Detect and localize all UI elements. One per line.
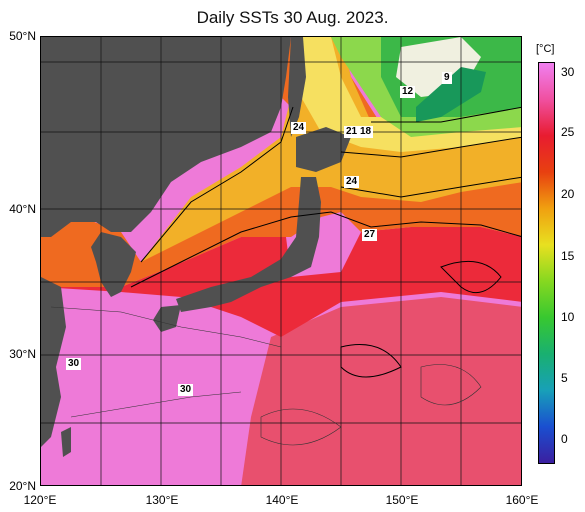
colorbar-tick-25: 25 <box>561 125 575 139</box>
sst-map-graphic <box>41 37 521 485</box>
lon-label-160e: 160°E <box>505 493 539 507</box>
lon-label-130e: 130°E <box>145 493 179 507</box>
thin-contours <box>50 306 482 446</box>
contour-label-30-west: 30 <box>66 358 82 370</box>
contour-label-9: 9 <box>442 72 452 84</box>
contour-label-24-north: 24 <box>291 122 307 134</box>
honshu-land <box>176 177 321 312</box>
colorbar-tick-0: 0 <box>561 432 568 446</box>
sst-map <box>40 36 522 486</box>
contour-label-27: 27 <box>362 229 378 241</box>
isotherm-contours <box>130 106 521 378</box>
lat-label-20n: 20°N <box>9 479 36 493</box>
lon-label-150e: 150°E <box>385 493 419 507</box>
lat-label-40n: 40°N <box>9 202 36 216</box>
coldest-core <box>416 67 486 122</box>
southeast-warm-patch <box>241 297 521 485</box>
lon-label-120e: 120°E <box>23 493 57 507</box>
hokkaido-land <box>296 127 351 172</box>
colorbar-tick-30: 30 <box>561 65 575 79</box>
colorbar-tick-20: 20 <box>561 187 575 201</box>
colorbar-tick-5: 5 <box>561 371 568 385</box>
contour-label-24-east: 24 <box>344 176 360 188</box>
asian-continent-land <box>41 37 291 237</box>
lat-label-30n: 30°N <box>9 347 36 361</box>
contour-label-18: 18 <box>358 126 374 138</box>
colorbar <box>538 62 555 464</box>
colorbar-tick-10: 10 <box>561 310 575 324</box>
map-title: Daily SSTs 30 Aug. 2023. <box>196 8 389 27</box>
china-coast-land <box>41 277 66 447</box>
contour-label-30-south: 30 <box>178 384 194 396</box>
lon-label-140e: 140°E <box>265 493 299 507</box>
contour-label-21: 21 <box>344 126 360 138</box>
korean-peninsula-land <box>91 232 136 297</box>
taiwan-land <box>61 427 71 457</box>
lat-label-50n: 50°N <box>9 29 36 43</box>
colorbar-tick-15: 15 <box>561 249 575 263</box>
colorbar-unit: [°C] <box>536 43 555 55</box>
contour-label-12: 12 <box>400 86 416 98</box>
